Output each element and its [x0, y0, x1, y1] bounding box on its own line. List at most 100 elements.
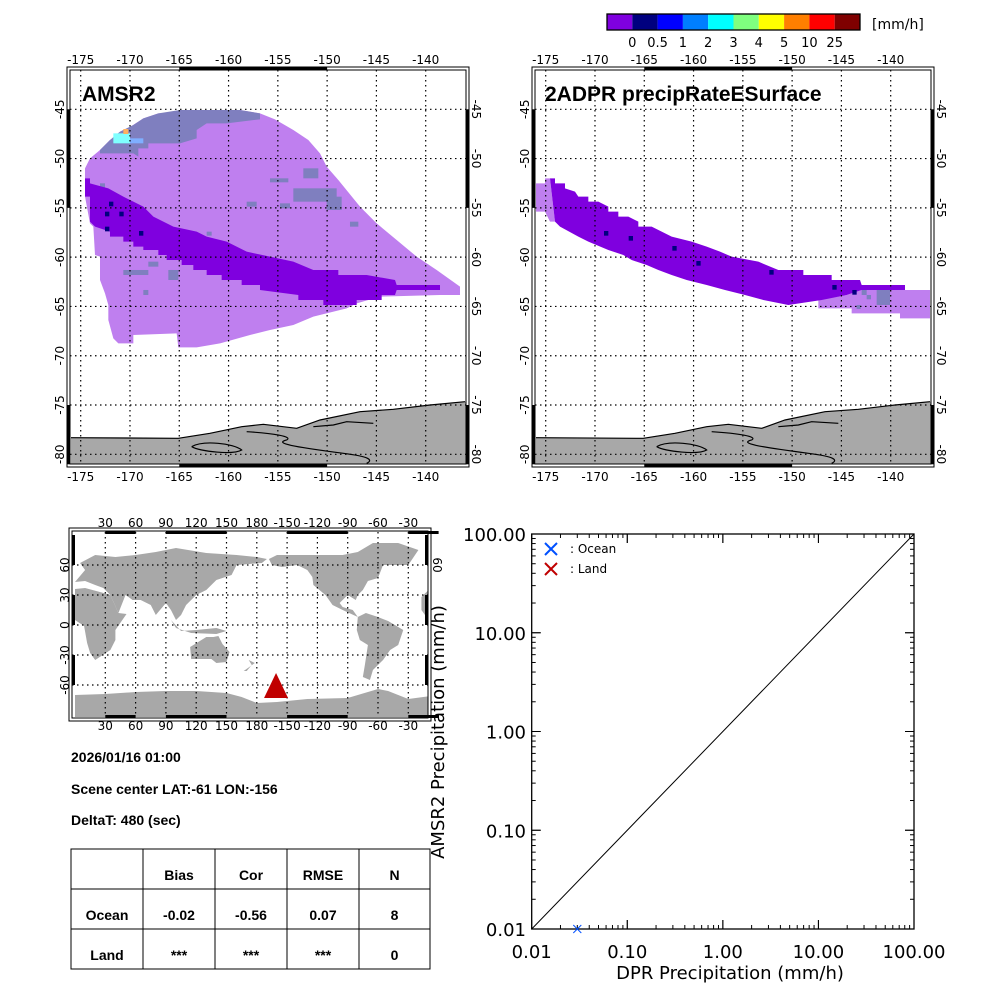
moderate-rain-cell	[206, 231, 212, 236]
lon-tick-label-top: -170	[116, 53, 143, 67]
indonesia-land	[170, 620, 227, 634]
north-america-land	[268, 543, 419, 617]
legend-marker-1	[544, 562, 558, 576]
lon-tick-label-top: -160	[680, 53, 707, 67]
table-row-label: Land	[90, 947, 123, 963]
heavy-rain-cell	[113, 133, 130, 144]
locator-lon-label-top: 120	[185, 516, 208, 530]
lon-tick-label-top: -165	[631, 53, 658, 67]
lat-tick-label-right: -70	[934, 346, 948, 366]
colorbar-label: 25	[826, 36, 843, 51]
legend-label: : Land	[570, 562, 607, 576]
rain-cell	[696, 260, 701, 266]
scene-location-marker	[264, 673, 289, 698]
moderate-rain-cell	[349, 221, 359, 227]
map-content	[70, 70, 466, 464]
lon-tick-label-top: -165	[166, 53, 193, 67]
locator-lon-label-top: -150	[273, 516, 300, 530]
map-frame-outer	[531, 66, 935, 468]
lon-tick-label-bottom: -160	[680, 470, 707, 484]
moderate-rain-cell	[876, 289, 890, 305]
lon-tick-label-top: -140	[412, 53, 439, 67]
legend-marker-0	[544, 542, 558, 556]
world-content	[72, 532, 428, 717]
frame-bar	[644, 67, 793, 70]
rain-cell	[603, 230, 609, 236]
precip-swath	[70, 109, 466, 464]
lon-tick-label-bottom: -145	[363, 470, 390, 484]
rain-cell	[769, 269, 774, 275]
rain-cell	[104, 211, 110, 217]
locator-lon-label-top: -30	[398, 516, 418, 530]
colorbar-swatch	[809, 14, 835, 30]
table-header: Bias	[164, 867, 194, 883]
lat-tick-label-left: -50	[53, 149, 67, 169]
locator-lon-label-top: 60	[128, 516, 143, 530]
frame-bar	[425, 595, 428, 625]
lat-tick-label-left: -60	[53, 247, 67, 267]
lat-tick-label-left: -70	[53, 346, 67, 366]
table-cell: 8	[391, 907, 399, 923]
table-cell: 0	[391, 947, 399, 963]
locator-lat-label-left: 60	[58, 557, 72, 572]
locator-lon-label-bottom: 90	[158, 719, 173, 733]
lon-tick-label-top: -175	[67, 53, 94, 67]
x-tick-label: 0.01	[512, 942, 552, 963]
locator-lon-label-top: 30	[98, 516, 113, 530]
table-header: RMSE	[303, 867, 343, 883]
lat-tick-label-left: -45	[518, 99, 532, 119]
locator-lon-label-bottom: -120	[304, 719, 331, 733]
colorbar-swatch	[708, 14, 734, 30]
locator-lon-label-top: 180	[245, 516, 268, 530]
lat-tick-label-left: -75	[518, 395, 532, 415]
lat-tick-label-right: -45	[934, 99, 948, 119]
colorbar-label: 2	[704, 36, 712, 51]
locator-lat-label-left: 0	[58, 621, 72, 629]
dark-rain-band	[84, 178, 440, 305]
light-rain-area	[535, 178, 555, 222]
map-content	[535, 70, 931, 464]
lat-tick-label-right: -65	[934, 297, 948, 317]
rain-cell	[832, 284, 837, 290]
rain-cell	[628, 235, 633, 241]
precip-swath	[535, 178, 931, 464]
lat-tick-label-right: -60	[934, 247, 948, 267]
moderate-rain-cell	[168, 269, 179, 280]
frame-bar	[179, 464, 328, 467]
frame-bar	[532, 109, 535, 208]
map-frame-inner	[534, 69, 932, 465]
frame-bar	[287, 531, 348, 534]
lat-tick-label-left: -65	[53, 297, 67, 317]
locator-lat-label-left: -30	[58, 645, 72, 665]
locator-lat-label-right: 60	[430, 557, 444, 572]
lat-tick-label-right: -75	[934, 395, 948, 415]
lat-tick-label-right: -80	[934, 444, 948, 464]
moderate-rain-cell	[861, 289, 867, 295]
frame-bar	[67, 405, 70, 465]
moderate-rain-cell	[143, 289, 149, 295]
colorbar-swatch	[733, 14, 759, 30]
moderate-rain-cell	[326, 196, 342, 210]
lat-tick-label-right: -60	[469, 247, 483, 267]
africa-land	[75, 588, 127, 660]
eurasia-land	[75, 548, 267, 620]
frame-bar	[425, 655, 428, 685]
moderate-rain-cell	[99, 183, 105, 189]
lon-tick-label-bottom: -165	[631, 470, 658, 484]
deltat-label: DeltaT: 480 (sec)	[71, 812, 181, 828]
dark-rain-band	[549, 178, 905, 305]
locator-lon-label-top: -120	[304, 516, 331, 530]
amsr2-map-panel: -175 -175 -170 -170 -165 -165 -160 -160 -155 -155…	[53, 53, 483, 484]
legend-label: : Ocean	[570, 542, 616, 556]
lat-tick-label-left: -70	[518, 346, 532, 366]
coastline	[70, 401, 466, 464]
frame-bar	[644, 464, 793, 467]
lat-tick-label-left: -80	[53, 444, 67, 464]
lat-tick-label-right: -75	[469, 395, 483, 415]
y-axis-label: AMSR2 Precipitation (mm/h)	[428, 605, 449, 859]
lat-tick-label-left: -50	[518, 149, 532, 169]
lon-tick-label-top: -140	[877, 53, 904, 67]
lon-tick-label-bottom: -145	[828, 470, 855, 484]
antarctica-land	[75, 689, 428, 717]
x-tick-label: 0.10	[607, 942, 647, 963]
